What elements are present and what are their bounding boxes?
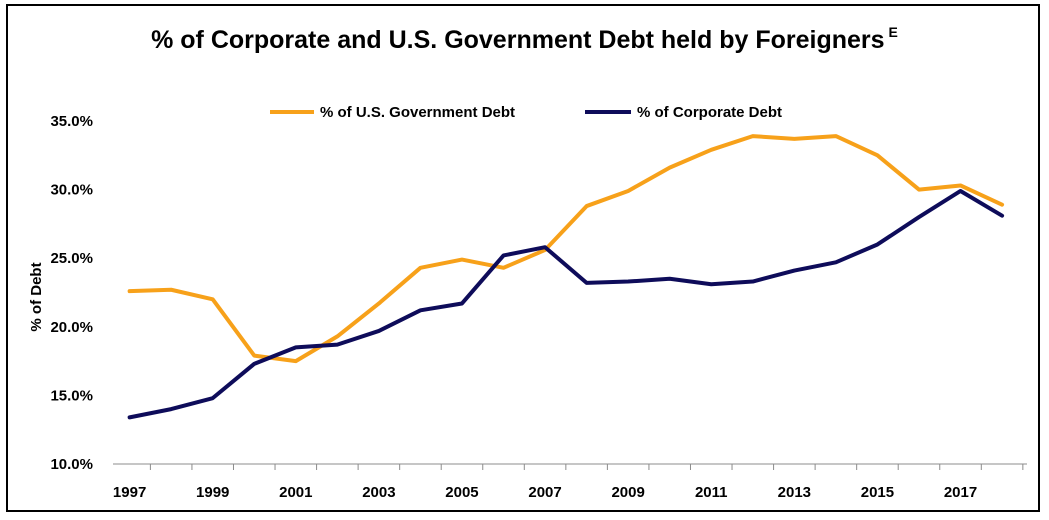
series-lines — [127, 134, 1005, 420]
legend: % of U.S. Government Debt % of Corporate … — [270, 104, 782, 121]
x-tick-label: 2011 — [695, 484, 728, 501]
y-tick-label: 20.0% — [50, 319, 93, 336]
x-tick-label: 1999 — [196, 484, 229, 501]
chart-title-superscript: E — [888, 24, 898, 40]
y-tick-label: 35.0% — [50, 113, 93, 130]
x-tick-label: 2005 — [445, 484, 478, 501]
x-tick-label: 2001 — [279, 484, 312, 501]
x-tick-label: 2017 — [944, 484, 977, 501]
y-tick-label: 15.0% — [50, 387, 93, 404]
y-tick-label: 25.0% — [50, 250, 93, 267]
legend-label: % of Corporate Debt — [637, 104, 782, 121]
chart-title: % of Corporate and U.S. Government Debt … — [0, 24, 1049, 55]
axes: 1997 1999 2001 2003 2005 2007 2009 2011 2013 2015… — [50, 113, 1027, 501]
y-tick-label: 30.0% — [50, 182, 93, 199]
legend-label: % of U.S. Government Debt — [320, 104, 515, 121]
y-tick-label: 10.0% — [50, 456, 93, 473]
chart-frame — [6, 4, 1040, 512]
x-tick-label: 2003 — [362, 484, 395, 501]
series-line-government-debt — [127, 134, 1005, 364]
chart-title-text: % of Corporate and U.S. Government Debt … — [151, 26, 885, 54]
x-tick-label: 2013 — [778, 484, 811, 501]
y-axis-label: % of Debt — [28, 262, 45, 331]
x-tick-label: 2015 — [861, 484, 894, 501]
x-tick-label: 2007 — [528, 484, 561, 501]
x-tick-label: 2009 — [611, 484, 644, 501]
x-tick-label: 1997 — [113, 484, 146, 501]
series-line-corporate-debt — [127, 188, 1005, 420]
